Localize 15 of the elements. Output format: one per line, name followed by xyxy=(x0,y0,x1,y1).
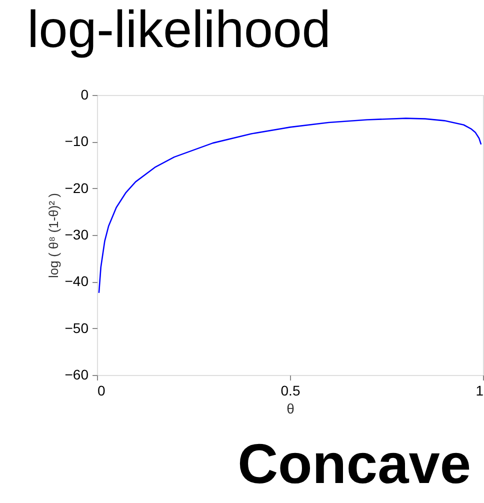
x-axis-title: θ xyxy=(286,400,295,416)
x-tick-label: 0 xyxy=(98,382,106,398)
text: Concave xyxy=(238,432,471,495)
y-tick-label: −50 xyxy=(64,320,89,336)
chart-title: log-likelihood xyxy=(27,1,331,59)
y-tick-label: −10 xyxy=(64,133,89,150)
x-tick-label: 1 xyxy=(476,382,484,398)
x-tick-label: 0.5 xyxy=(280,382,300,398)
y-tick-label: −60 xyxy=(64,366,89,382)
y-axis-title: log ( θ⁸ (1-θ)² ) xyxy=(46,193,61,278)
line-series xyxy=(98,118,482,294)
y-tick-label: −40 xyxy=(64,273,89,290)
y-tick-label: 0 xyxy=(80,86,89,102)
y-tick-label: −30 xyxy=(64,226,89,242)
y-tick-label: −20 xyxy=(64,180,89,196)
